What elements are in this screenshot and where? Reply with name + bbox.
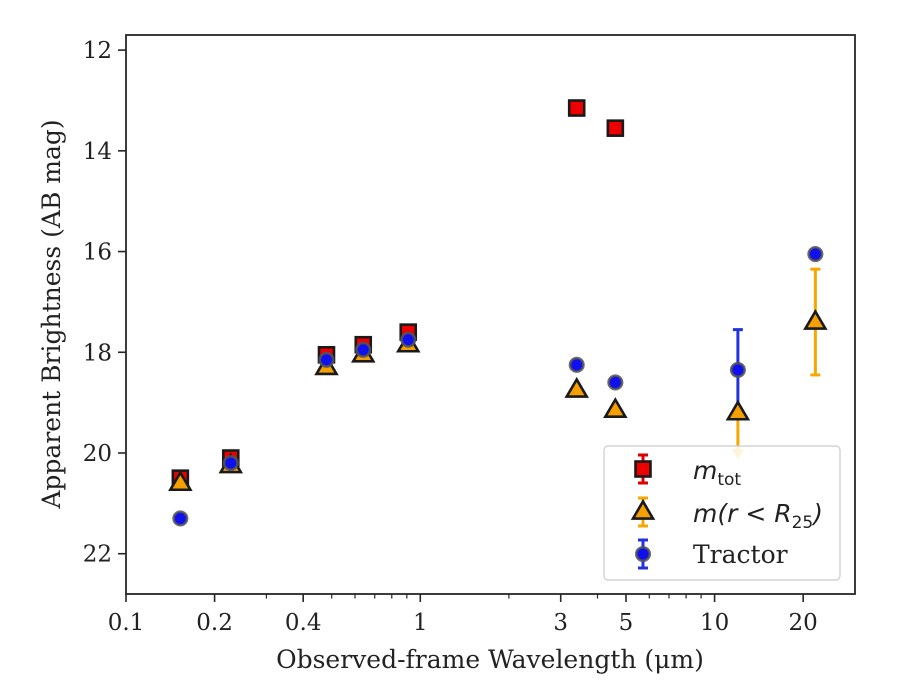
x-axis-label: Observed-frame Wavelength (μm) xyxy=(276,645,704,674)
data-point-circle xyxy=(318,351,335,368)
legend-markers xyxy=(630,453,656,570)
y-axis-label: Apparent Brightness (AB mag) xyxy=(37,119,66,509)
plot-frame xyxy=(125,34,856,595)
data-point-triangle xyxy=(803,308,828,330)
data-point-circle xyxy=(400,331,417,348)
data-point-square xyxy=(606,119,625,137)
data-point-circle xyxy=(568,356,585,373)
legend: mtot m(r < R25) Tractor xyxy=(603,445,841,581)
x-tick-label: 10 xyxy=(700,610,729,636)
x-tick-label: 20 xyxy=(789,610,818,636)
data-point-circle xyxy=(807,246,824,263)
data-point-circle xyxy=(729,361,746,378)
data-point-triangle xyxy=(168,470,193,492)
data-point-triangle xyxy=(564,376,589,398)
legend-label-tractor: Tractor xyxy=(693,540,788,569)
x-tick-label: 0.1 xyxy=(108,610,145,636)
x-axis-ticks: 0.1 0.2 0.4 1 3 5 10 20 xyxy=(108,594,818,636)
x-tick-label: 0.4 xyxy=(285,610,322,636)
y-tick-label: 16 xyxy=(83,240,112,266)
data-point-circle xyxy=(607,374,624,391)
x-tick-label: 1 xyxy=(413,610,428,636)
y-tick-label: 12 xyxy=(83,38,112,64)
x-tick-label: 0.2 xyxy=(196,610,233,636)
legend-label-mtot: mtot xyxy=(693,456,741,490)
y-tick-label: 18 xyxy=(83,340,112,366)
legend-label-m-r25: m(r < R25) xyxy=(693,499,823,533)
data-point-circle xyxy=(222,455,239,472)
data-point-circle xyxy=(172,510,189,527)
data-point-square xyxy=(634,460,652,478)
data-point-circle xyxy=(634,545,652,563)
data-point-circle xyxy=(355,341,372,358)
y-tick-label: 22 xyxy=(83,542,112,568)
data-marks xyxy=(168,99,828,527)
data-point-square xyxy=(567,99,586,117)
y-tick-label: 14 xyxy=(83,139,112,165)
data-point-triangle xyxy=(725,399,751,421)
y-tick-label: 20 xyxy=(83,441,112,467)
x-tick-label: 5 xyxy=(619,610,634,636)
y-axis-ticks: 12 14 16 18 20 22 xyxy=(83,38,126,568)
data-point-triangle xyxy=(630,498,656,520)
legend-box xyxy=(603,445,841,581)
x-tick-label: 3 xyxy=(553,610,568,636)
data-point-triangle xyxy=(603,397,628,419)
